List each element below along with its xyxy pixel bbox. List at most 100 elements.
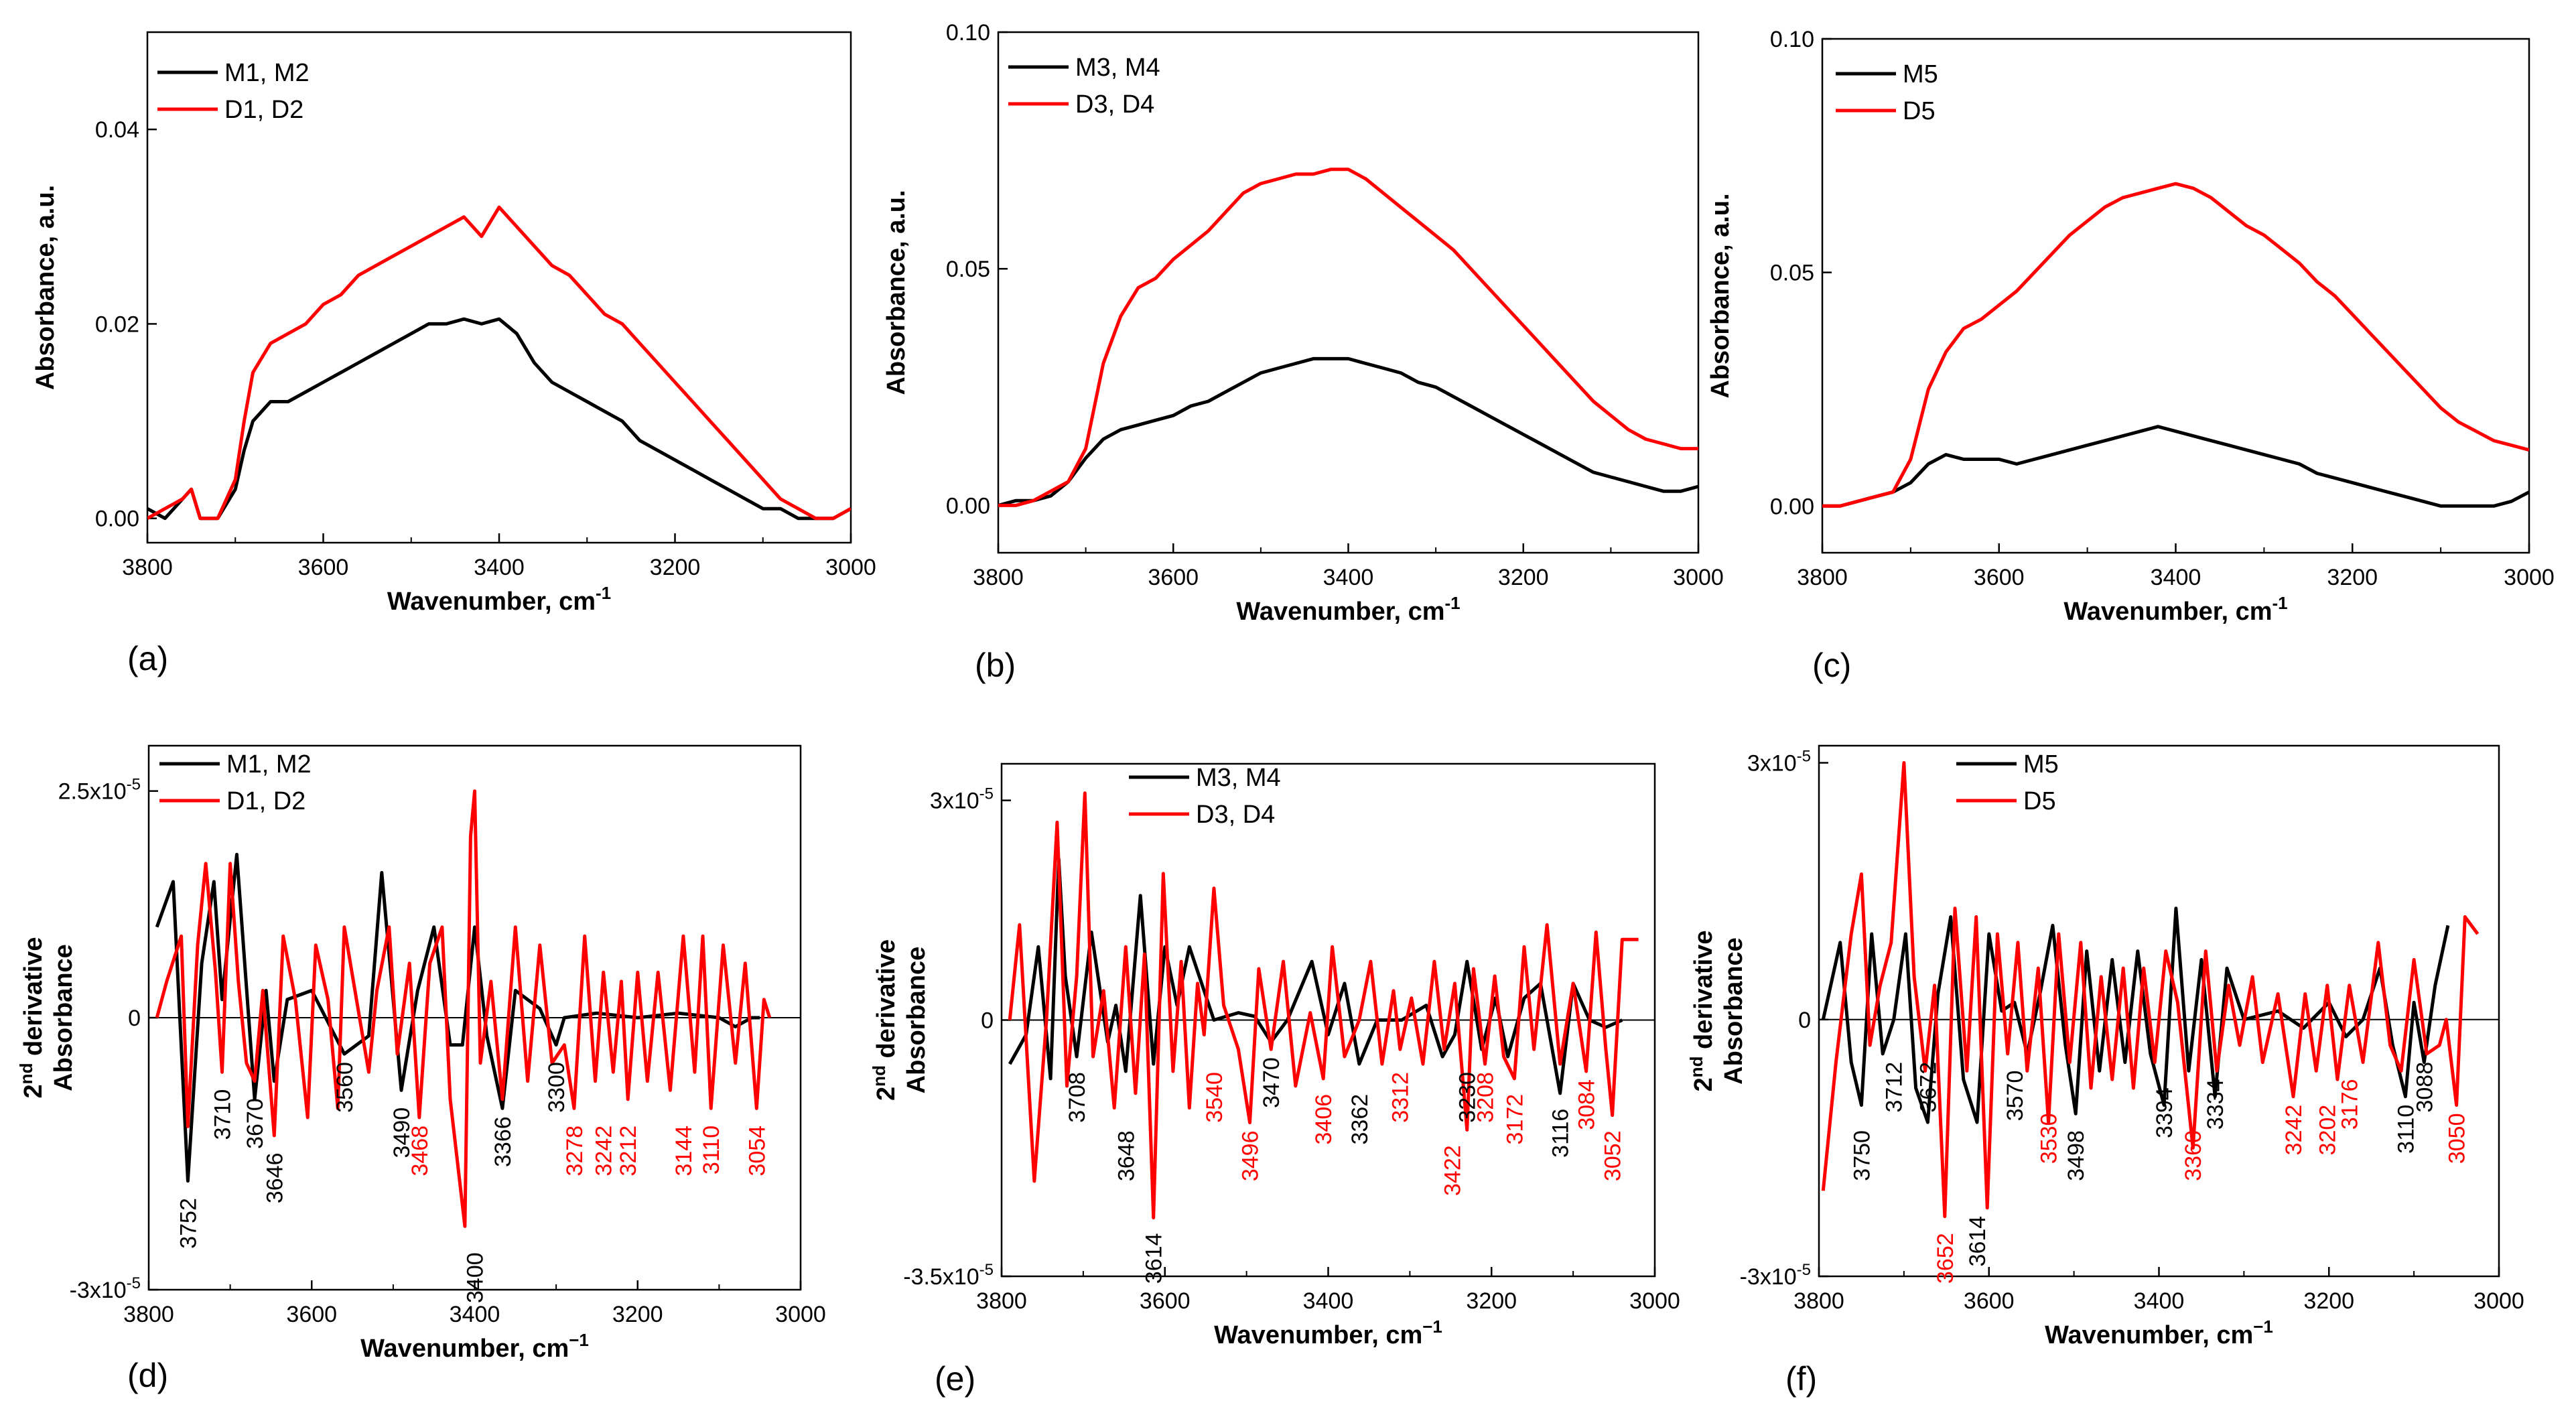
x-axis-label: Wavenumber, cm-1 — [2063, 593, 2287, 626]
series-line-black — [1822, 425, 2529, 508]
legend-entry: D1, D2 — [226, 787, 306, 815]
x-tick-label: 3000 — [1629, 1288, 1680, 1314]
peak-label: 3144 — [671, 1126, 697, 1176]
peak-label: 3670 — [243, 1098, 268, 1149]
y-tick-label: 0 — [981, 1008, 994, 1034]
y-tick-exponent: -5 — [1797, 1261, 1811, 1279]
y-axis-label-part: derivative — [1690, 931, 1718, 1057]
x-tick-label: 3400 — [450, 1302, 500, 1327]
x-tick-label: 3400 — [2151, 565, 2201, 590]
y-tick-exponent: -5 — [1797, 748, 1811, 766]
peak-label: 3646 — [262, 1152, 287, 1203]
y-axis-label-part: 2 — [19, 1084, 48, 1098]
y-axis-label-part: 2 — [872, 1087, 900, 1101]
y-axis-label: 2nd derivative — [869, 939, 900, 1101]
x-tick-label: 3400 — [2134, 1288, 2185, 1314]
y-tick-exponent: -5 — [127, 1274, 141, 1292]
y-tick-label: 3x10-5 — [930, 785, 994, 814]
legend-entry: D1, D2 — [224, 96, 303, 124]
series-line-red — [1008, 791, 1639, 1220]
y-tick-label: 0.00 — [946, 493, 990, 519]
legend-entry: M5 — [2023, 750, 2059, 779]
x-tick-label: 3800 — [1797, 565, 1848, 590]
peak-label: 3242 — [592, 1126, 617, 1176]
x-tick-label: 3800 — [122, 555, 173, 580]
peak-label: 3116 — [1548, 1109, 1574, 1158]
y-tick-label: 0.04 — [95, 117, 139, 143]
peak-label: 3570 — [2003, 1071, 2028, 1122]
x-axis-label: Wavenumber, cm-1 — [1236, 593, 1460, 626]
legend-entry: D3, D4 — [1075, 90, 1154, 119]
peak-label: 3614 — [1142, 1233, 1167, 1284]
peak-label: 3202 — [2315, 1105, 2341, 1156]
panel-label: (b) — [975, 647, 1016, 684]
peak-label: 3400 — [463, 1252, 488, 1303]
panel-label: (e) — [935, 1360, 975, 1398]
y-axis-label-part: derivative — [19, 937, 48, 1063]
x-tick-label: 3600 — [1974, 565, 2025, 590]
legend-entry: D5 — [1903, 97, 1936, 125]
y-tick-label: 0.10 — [1770, 27, 1814, 52]
legend-entry: M3, M4 — [1196, 764, 1281, 792]
y-axis-label: Absorbance, a.u. — [882, 190, 910, 395]
peak-label: 3712 — [1882, 1062, 1907, 1113]
x-axis-label: Wavenumber, cm−1 — [360, 1330, 589, 1363]
y-tick-label: -3x10-5 — [70, 1274, 141, 1303]
peak-label: 3752 — [176, 1198, 201, 1249]
legend-entry: M1, M2 — [224, 59, 310, 87]
legend-entry: M1, M2 — [226, 750, 312, 779]
x-tick-label: 3200 — [2303, 1288, 2354, 1314]
x-tick-label: 3400 — [1303, 1288, 1354, 1314]
x-axis-label-exponent: -1 — [596, 583, 611, 603]
peak-label: 3088 — [2412, 1062, 2437, 1113]
y-axis-label-line2: Absorbance — [902, 947, 931, 1094]
panel-label: (f) — [1785, 1360, 1817, 1398]
series-line-black — [998, 356, 1698, 507]
x-axis-label-exponent: −1 — [2253, 1317, 2273, 1337]
y-axis-label: Absorbance, a.u. — [31, 185, 60, 390]
peak-label: 3212 — [616, 1126, 641, 1176]
series-line-black — [1821, 906, 2450, 1124]
peak-label: 3490 — [389, 1107, 415, 1158]
series-line-black — [147, 317, 851, 521]
peak-label: 3468 — [407, 1126, 433, 1176]
chart-panel-e: 3800 3600 3400 3200 3000 -3.5x10-5 0 3x10-5 Wave… — [869, 762, 1680, 1398]
x-axis-label-exponent: -1 — [1445, 593, 1461, 613]
y-tick-label: 0 — [1798, 1008, 1811, 1033]
x-tick-label: 3000 — [825, 555, 876, 580]
series-line-red — [1821, 761, 2480, 1219]
peak-label: 3362 — [1347, 1094, 1373, 1145]
x-tick-label: 3600 — [1148, 565, 1199, 590]
x-axis-label: Wavenumber, cm−1 — [1214, 1317, 1442, 1349]
peak-label: 3054 — [744, 1126, 770, 1176]
peak-label: 3496 — [1238, 1131, 1264, 1182]
peak-label: 3750 — [1849, 1130, 1875, 1181]
x-tick-label: 3000 — [2504, 565, 2555, 590]
peak-label: 3050 — [2445, 1114, 2470, 1164]
series-line-red — [1822, 182, 2529, 508]
x-axis-label: Wavenumber, cm-1 — [387, 583, 611, 616]
panel-label: (d) — [127, 1357, 168, 1394]
peak-label: 3360 — [2181, 1130, 2206, 1181]
y-axis-label-sup: nd — [869, 1065, 889, 1087]
series-line-red — [147, 205, 851, 521]
peak-label: 3230 — [1455, 1072, 1481, 1123]
peak-label: 3110 — [2393, 1105, 2419, 1154]
x-axis-label-exponent: -1 — [2273, 593, 2288, 613]
chart-panel-a: 3800 3600 3400 3200 3000 0.00 0.02 0.04 Wavenumb… — [31, 31, 876, 677]
peak-label: 3172 — [1502, 1094, 1528, 1145]
peak-label: 3470 — [1259, 1057, 1284, 1108]
x-axis-label-exponent: −1 — [1422, 1317, 1442, 1337]
y-axis-label: Absorbance, a.u. — [1706, 193, 1735, 398]
peak-label: 3540 — [1202, 1072, 1227, 1123]
y-tick-label: 3x10-5 — [1747, 748, 1811, 777]
peak-label: 3312 — [1388, 1072, 1414, 1123]
chart-panel-f: 3800 3600 3400 3200 3000 -3x10-5 0 3x10-5 Wavenu… — [1686, 744, 2524, 1398]
peak-label: 3394 — [2152, 1087, 2177, 1138]
panel-label: (c) — [1812, 647, 1851, 684]
peak-label: 3422 — [1440, 1145, 1466, 1196]
chart-panel-d: 3800 3600 3400 3200 3000 -3x10-5 0 2.5x10-5 Wave… — [16, 744, 826, 1394]
x-tick-label: 3800 — [976, 1288, 1027, 1314]
legend-entry: D5 — [2023, 787, 2056, 815]
